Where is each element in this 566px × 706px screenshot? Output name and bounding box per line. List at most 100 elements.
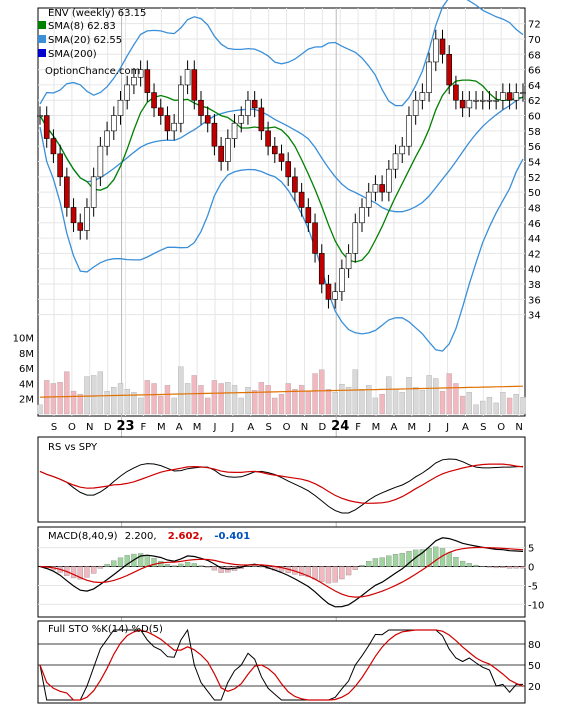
volume-bar [64, 371, 70, 415]
y-tick-label: 62 [528, 96, 541, 107]
macd-histogram-bar [513, 566, 519, 569]
volume-bar [453, 383, 459, 415]
candle-body [117, 99, 124, 116]
candle-body [151, 92, 157, 109]
y-tick-label: 52 [528, 173, 541, 184]
candle-body [211, 122, 218, 147]
macd-histogram-bar [339, 566, 345, 580]
site-label: OptionChance.com [45, 66, 140, 77]
sma8-line [39, 79, 524, 263]
candle-body [77, 222, 84, 231]
volume-bar [339, 384, 345, 415]
macd-histogram-bar [332, 566, 338, 583]
y-tick-label: 40 [528, 265, 541, 276]
candle-body [325, 283, 332, 300]
macd-histogram-bar [184, 561, 191, 567]
y-tick-label: 48 [528, 203, 541, 214]
candle-body [184, 69, 191, 86]
macd-histogram-bar [104, 564, 110, 567]
rs-panel: RS vs SPY [37, 436, 526, 523]
bollinger-upper-line [39, 0, 524, 107]
macd-histogram-bar [312, 566, 318, 580]
volume-bar [258, 382, 265, 415]
volume-bar [124, 389, 130, 415]
macd-histogram-bar [198, 565, 204, 567]
candle-body [144, 69, 151, 93]
candle-body [372, 184, 379, 193]
volume-bar [84, 376, 90, 415]
macd-histogram-bar [298, 566, 305, 576]
candle-body [50, 138, 57, 155]
x-axis: S O N D 23 F M A M J J A S O N D 24 F M A M J J A S O N [51, 419, 523, 434]
x-tick-label: J [230, 422, 234, 433]
macd-histogram-bar [144, 555, 150, 567]
x-tick-label: M [372, 422, 381, 433]
x-tick-label: N [515, 422, 522, 433]
macd-histogram-bar [305, 566, 311, 578]
macd-histogram-bar [171, 565, 177, 567]
macd-histogram-bar [386, 555, 392, 567]
x-tick-label: N [301, 422, 308, 433]
macd-histogram-bar [426, 547, 432, 567]
candle-body [386, 168, 392, 193]
candle-body [305, 207, 312, 224]
y-tick-label: 72 [528, 20, 541, 31]
chart-title: ENV (weekly) 63.15 [48, 8, 146, 19]
macd-histogram-bar [406, 551, 412, 567]
y-tick-label: 50 [528, 188, 541, 199]
volume-bar [433, 378, 439, 415]
volume-bar [211, 380, 218, 415]
macd-histogram-bar [205, 566, 211, 568]
volume-bar [144, 380, 150, 415]
macd-histogram-bar [124, 555, 130, 567]
y-tick-label: 54 [528, 158, 541, 169]
sto-tick-label: 20 [528, 682, 541, 693]
candle-body [198, 99, 204, 116]
macd-histogram-bar [473, 564, 479, 567]
macd-signal-line [39, 546, 524, 598]
candle-body [97, 145, 104, 178]
y-tick-label: 46 [528, 219, 541, 230]
x-tick-label: O [283, 422, 291, 433]
candle-body [278, 153, 285, 162]
legend-swatch-sma20 [38, 35, 46, 43]
candle-body [500, 92, 506, 101]
volume-bar [104, 390, 110, 415]
volume-bar [399, 392, 405, 415]
legend: SMA(8) 62.83 SMA(20) 62.55 SMA(200) Opti… [38, 21, 140, 77]
candle-body [285, 161, 292, 178]
y-tick-label: 36 [528, 295, 541, 306]
macd-histogram-bar [84, 566, 90, 578]
volume-bar [305, 390, 311, 415]
volume-bar [332, 392, 338, 415]
macd-histogram-bar [359, 565, 365, 567]
candle-body [137, 69, 144, 78]
volume-bar [57, 382, 63, 415]
volume-bar [466, 392, 472, 415]
legend-swatch-sma8 [38, 21, 46, 29]
macd-histogram-bar [345, 566, 352, 576]
macd-panel: 5 0 -5 -10 MACD(8,40,9) 2.200, 2.602, -0.40… [37, 526, 544, 618]
volume-bar [278, 393, 285, 415]
volume-bar [413, 387, 419, 415]
macd-histogram-bar [191, 563, 197, 567]
volume-bar [446, 373, 452, 415]
volume-bar [70, 390, 77, 415]
macd-histogram-bar [117, 557, 124, 567]
x-tick-label: J [427, 422, 431, 433]
volume-bar [137, 397, 144, 415]
x-tick-label: A [462, 422, 469, 433]
candle-body [191, 69, 198, 101]
macd-histogram-bar [325, 566, 332, 584]
macd-line [39, 537, 524, 608]
candle-body [479, 99, 486, 102]
macd-tick-label: -10 [528, 600, 544, 611]
macd-header: MACD(8,40,9) 2.200, 2.602, -0.401 [48, 531, 250, 542]
candle-body [466, 99, 473, 109]
volume-bar [506, 397, 513, 415]
candle-body [520, 92, 526, 94]
candle-body [318, 253, 325, 285]
macd-histogram-bar [486, 566, 493, 568]
volume-bar [218, 383, 224, 415]
